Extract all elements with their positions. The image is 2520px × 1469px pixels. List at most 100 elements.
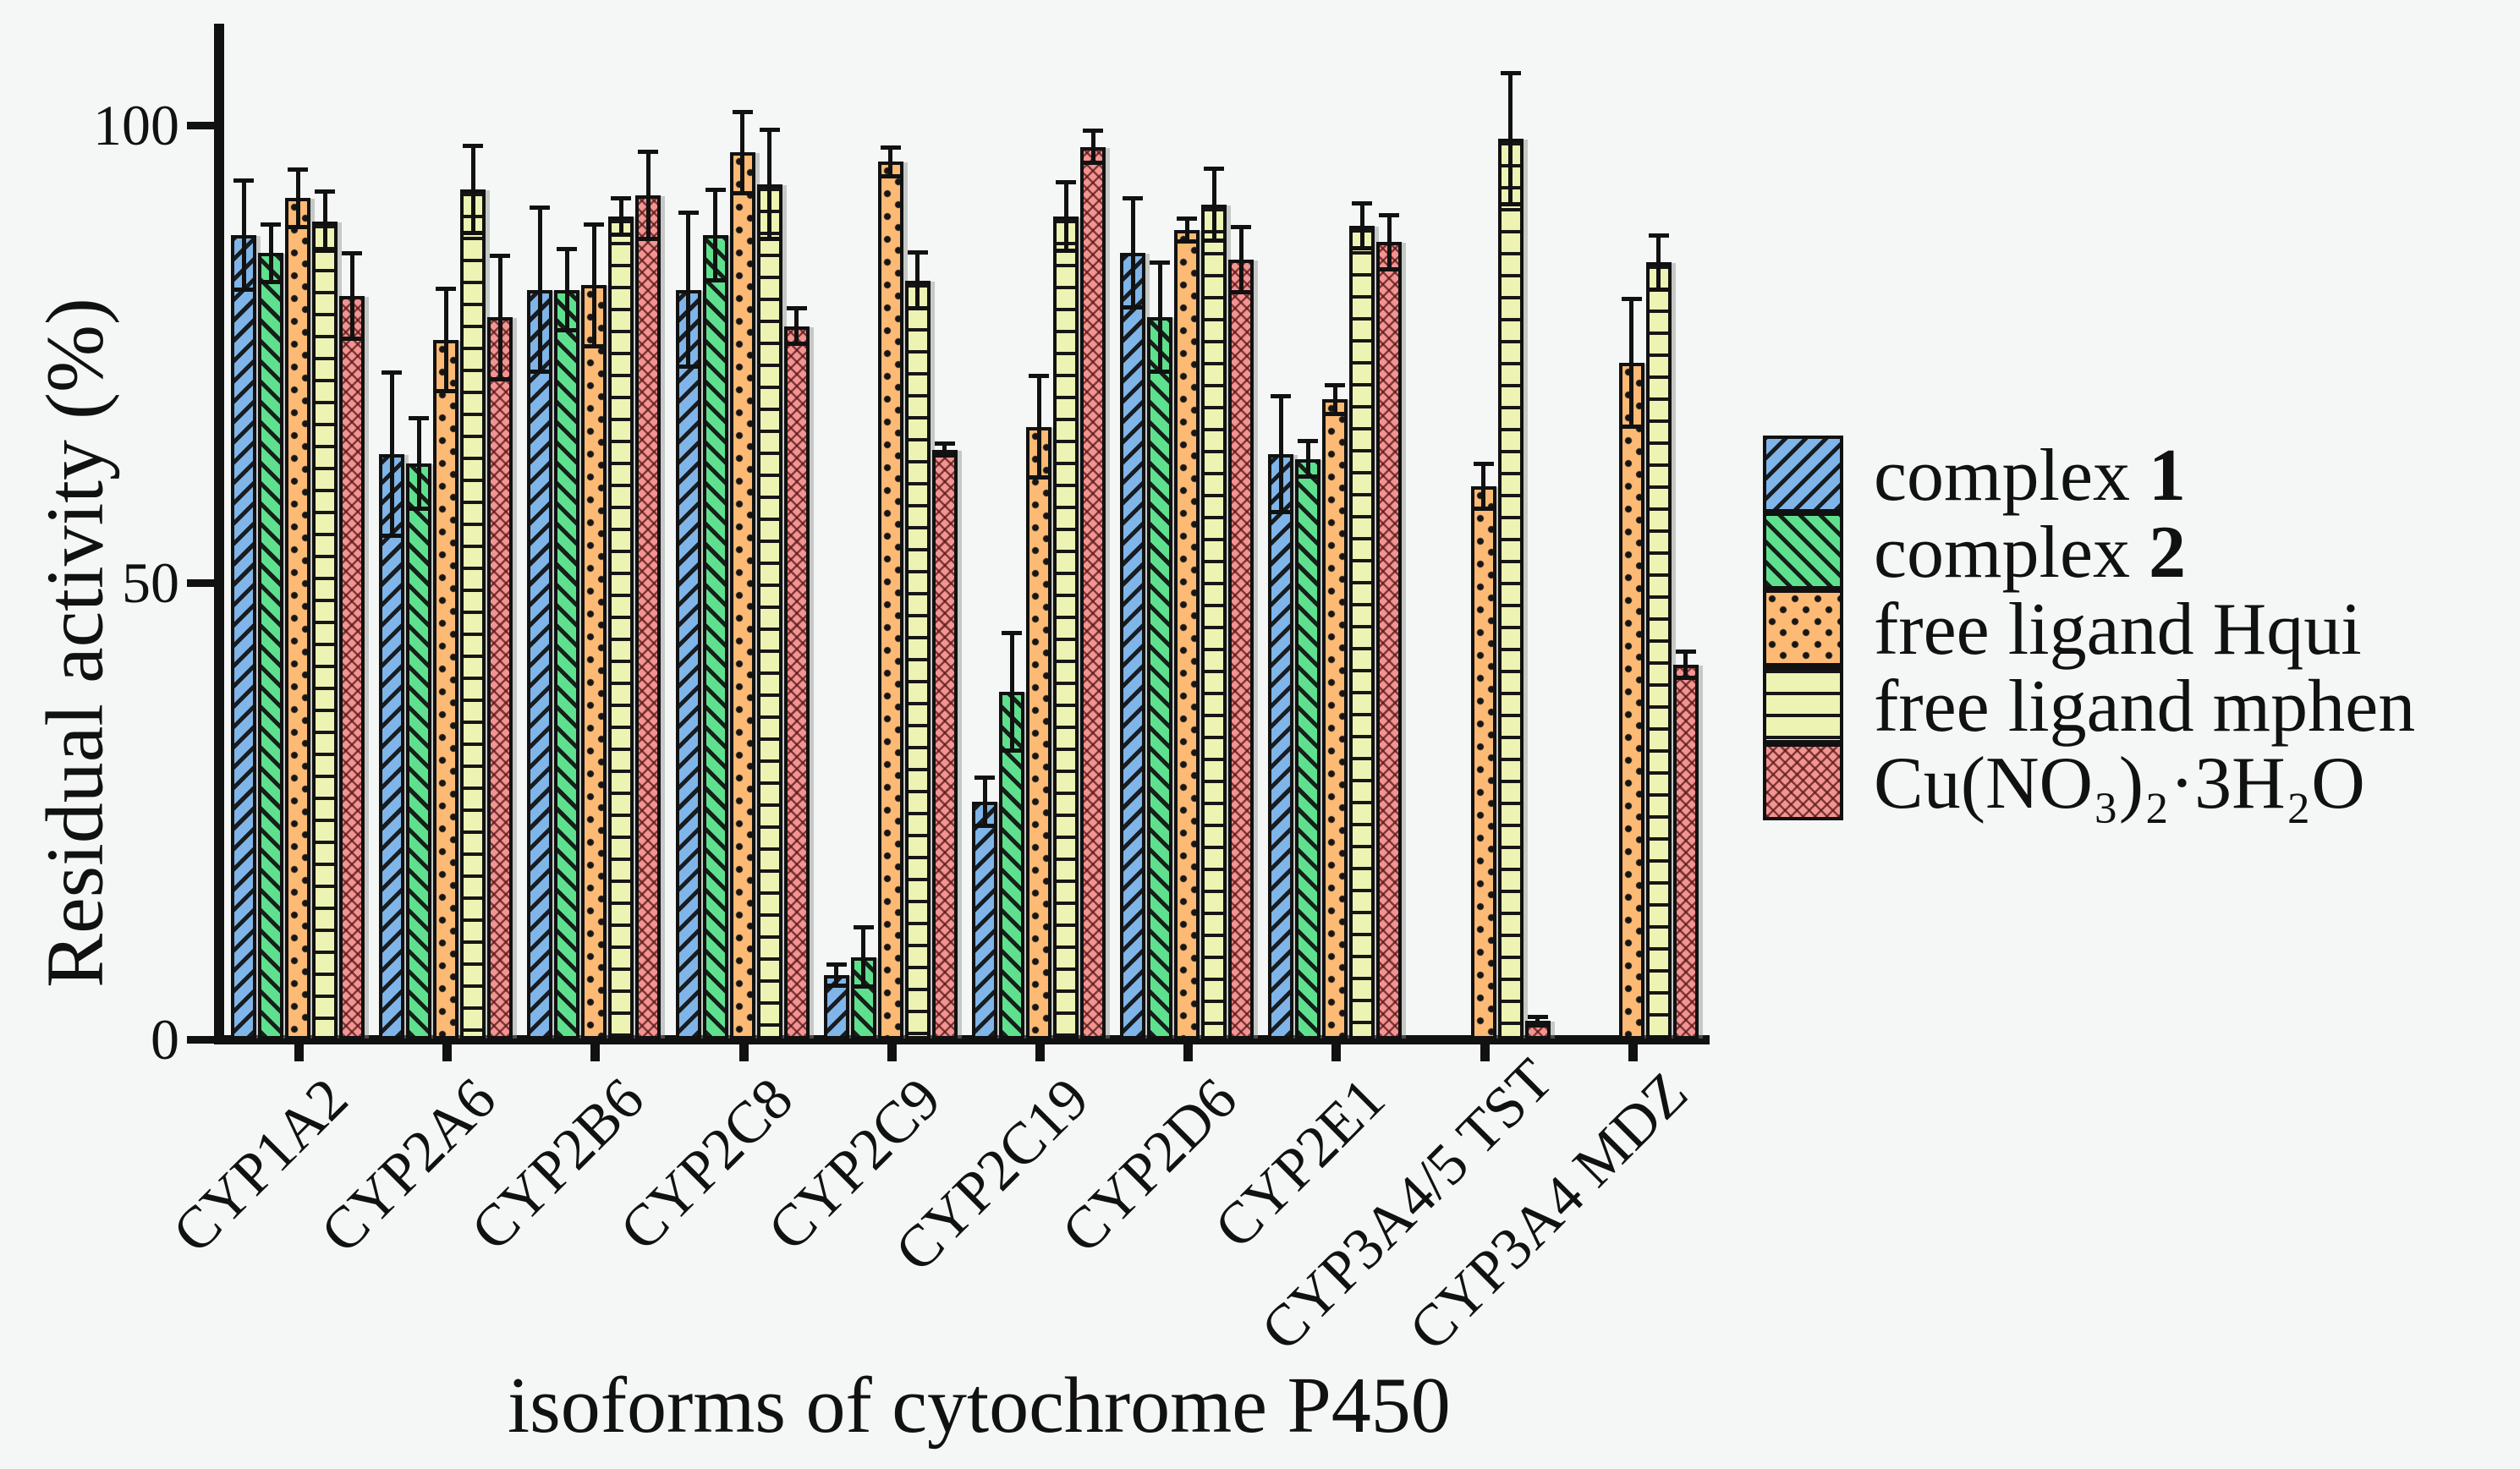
error-bar-cap-top bbox=[1177, 217, 1198, 222]
error-bar-cap-bottom bbox=[934, 453, 955, 458]
y-tick-mark bbox=[187, 578, 216, 587]
error-bar-cap-bottom bbox=[638, 237, 659, 242]
bar-free-ligand-mphen-cyp2d6 bbox=[1201, 205, 1227, 1039]
bar-complex-1-cyp2e1 bbox=[1268, 454, 1294, 1039]
error-bar-cap-top bbox=[584, 222, 605, 227]
error-bar-cap-bottom bbox=[1204, 238, 1225, 244]
error-bar-cap-bottom bbox=[1473, 507, 1494, 512]
error-bar-cap-bottom bbox=[1527, 1022, 1548, 1028]
error-bar bbox=[1009, 632, 1014, 752]
error-bar bbox=[1332, 385, 1337, 414]
error-bar bbox=[470, 145, 475, 233]
error-bar-cap-bottom bbox=[975, 824, 995, 829]
bar-complex-1-cyp2c19 bbox=[972, 801, 997, 1039]
error-bar bbox=[564, 248, 569, 332]
error-bar bbox=[241, 179, 246, 290]
error-bar bbox=[497, 255, 502, 380]
bar-free-ligand-hqui-cyp2c19 bbox=[1026, 426, 1051, 1039]
error-bar-cap-top bbox=[853, 925, 874, 930]
error-bar-cap-top bbox=[1150, 260, 1171, 266]
bar-free-ligand-hqui-cyp3a4-mdz bbox=[1618, 363, 1644, 1039]
error-bar-cap-bottom bbox=[1150, 369, 1171, 374]
error-bar-cap-bottom bbox=[1298, 474, 1319, 480]
bar-free-ligand-mphen-cyp1a2 bbox=[312, 221, 338, 1039]
error-bar-cap-top bbox=[1379, 212, 1400, 217]
error-bar-cap-top bbox=[786, 306, 807, 311]
error-bar-cap-top bbox=[1002, 630, 1022, 635]
error-bar-cap-bottom bbox=[315, 249, 335, 254]
error-bar bbox=[1184, 218, 1189, 243]
bar-complex-2-cyp2a6 bbox=[406, 463, 432, 1039]
error-bar-cap-bottom bbox=[261, 279, 281, 284]
error-bar bbox=[537, 207, 542, 372]
x-tick-mark bbox=[738, 1044, 749, 1061]
bar-cu-no-3h-o-cyp2c8 bbox=[783, 326, 810, 1039]
error-bar-cap-bottom bbox=[611, 232, 632, 237]
error-bar bbox=[268, 223, 273, 282]
error-bar bbox=[713, 189, 718, 281]
bar-complex-2-cyp1a2 bbox=[258, 253, 283, 1039]
legend-item: free ligand Hqui bbox=[1763, 589, 2415, 671]
x-axis-line bbox=[214, 1035, 1710, 1044]
error-bar bbox=[861, 927, 866, 988]
error-bar-cap-top bbox=[1271, 393, 1292, 398]
bar-complex-1-cyp2b6 bbox=[527, 289, 553, 1039]
error-bar-cap-bottom bbox=[1648, 287, 1669, 292]
error-bar-cap-bottom bbox=[1325, 411, 1346, 416]
legend-label: free ligand Hqui bbox=[1874, 589, 2362, 671]
error-bar-cap-top bbox=[315, 189, 335, 194]
error-bar bbox=[618, 198, 623, 235]
y-tick-label: 100 bbox=[93, 93, 179, 157]
error-bar-cap-top bbox=[1621, 297, 1642, 302]
bar-complex-2-cyp2c8 bbox=[702, 234, 728, 1039]
error-bar-cap-bottom bbox=[853, 984, 874, 989]
error-bar-cap-top bbox=[436, 287, 457, 292]
bar-complex-2-cyp2b6 bbox=[554, 289, 580, 1039]
legend-swatch-diag-down bbox=[1763, 513, 1843, 589]
x-tick-mark bbox=[887, 1044, 897, 1061]
error-bar bbox=[1157, 262, 1162, 372]
error-bar-cap-bottom bbox=[1675, 676, 1696, 680]
error-bar-cap-bottom bbox=[584, 343, 605, 348]
error-bar bbox=[322, 190, 327, 252]
error-bar bbox=[1386, 214, 1392, 270]
error-bar-cap-top bbox=[233, 178, 254, 183]
error-bar bbox=[1090, 130, 1095, 164]
error-bar-cap-top bbox=[705, 187, 726, 192]
error-bar-cap-bottom bbox=[1029, 475, 1049, 480]
error-bar-cap-bottom bbox=[826, 984, 847, 989]
error-bar-cap-top bbox=[1352, 200, 1373, 206]
x-tick-mark bbox=[1035, 1044, 1045, 1061]
y-tick-label: 50 bbox=[122, 550, 179, 615]
error-bar bbox=[1211, 167, 1216, 242]
error-bar-cap-bottom bbox=[1177, 239, 1198, 244]
bar-complex-2-cyp2e1 bbox=[1295, 458, 1321, 1039]
y-axis-title: Residual activity (%) bbox=[29, 298, 120, 988]
error-bar-cap-top bbox=[1056, 180, 1076, 185]
error-bar-cap-bottom bbox=[1231, 289, 1252, 294]
bar-free-ligand-hqui-cyp2a6 bbox=[433, 340, 459, 1039]
error-bar bbox=[295, 168, 300, 228]
legend: complex 1 complex 2 free ligand Hqui free l… bbox=[1763, 436, 2415, 822]
legend-swatch-chevrons bbox=[1763, 743, 1843, 820]
error-bar bbox=[1481, 463, 1486, 510]
error-bar-cap-bottom bbox=[786, 342, 807, 347]
error-bar-cap-top bbox=[463, 143, 484, 148]
error-bar-cap-bottom bbox=[1271, 510, 1292, 515]
x-axis-title: isoforms of cytochrome P450 bbox=[508, 1362, 1451, 1450]
error-bar-cap-bottom bbox=[1083, 161, 1103, 166]
bar-complex-1-cyp1a2 bbox=[231, 234, 256, 1039]
error-bar-cap-top bbox=[759, 128, 780, 133]
bar-free-ligand-hqui-cyp2b6 bbox=[581, 285, 607, 1039]
bar-cu-no-3h-o-cyp3a4-mdz bbox=[1672, 664, 1699, 1039]
error-bar-cap-top bbox=[975, 775, 995, 780]
error-bar-cap-bottom bbox=[288, 225, 308, 230]
error-bar-cap-bottom bbox=[490, 376, 511, 381]
error-bar-cap-top bbox=[409, 415, 430, 420]
bar-free-ligand-hqui-cyp1a2 bbox=[285, 198, 310, 1039]
bar-free-ligand-mphen-cyp2c8 bbox=[756, 184, 782, 1039]
x-tick-mark bbox=[1183, 1044, 1194, 1061]
error-bar bbox=[1305, 440, 1310, 478]
error-bar bbox=[1359, 202, 1364, 249]
error-bar-cap-bottom bbox=[382, 534, 403, 539]
